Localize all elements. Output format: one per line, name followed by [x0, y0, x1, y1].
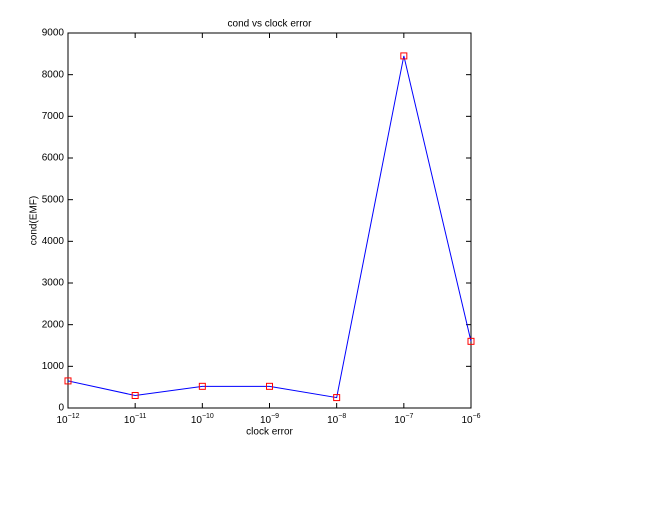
y-tick-label: 0 [58, 403, 64, 414]
y-tick-label: 9000 [42, 28, 65, 39]
marker [64, 377, 72, 385]
x-tick-label: 10−12 [57, 413, 80, 426]
data-line [67, 55, 472, 399]
marker [467, 337, 475, 345]
y-tick-label: 2000 [42, 319, 65, 330]
x-tick-label: 10−10 [191, 413, 214, 426]
x-tick-label: 10−7 [394, 413, 413, 426]
x-tick-label: 10−9 [260, 413, 279, 426]
marker [333, 394, 341, 402]
marker [266, 382, 273, 390]
marker [131, 392, 139, 399]
y-tick-label: 5000 [42, 194, 65, 205]
x-tick-label: 10−11 [124, 413, 147, 426]
marker [400, 52, 408, 60]
marker [198, 382, 206, 390]
y-tick-label: 3000 [42, 278, 65, 289]
y-tick-label: 1000 [42, 361, 65, 372]
x-tick-label: 10−8 [327, 413, 346, 426]
y-axis-label: cond(EMF) [29, 196, 40, 245]
chart-title: cond vs clock error [228, 19, 313, 30]
x-tick-label: 10−6 [461, 413, 480, 426]
y-tick-label: 4000 [42, 236, 65, 247]
y-tick-label: 7000 [42, 111, 65, 122]
y-tick-label: 6000 [42, 153, 65, 164]
y-tick-label: 8000 [42, 69, 65, 80]
x-axis-label: clock error [246, 427, 293, 438]
